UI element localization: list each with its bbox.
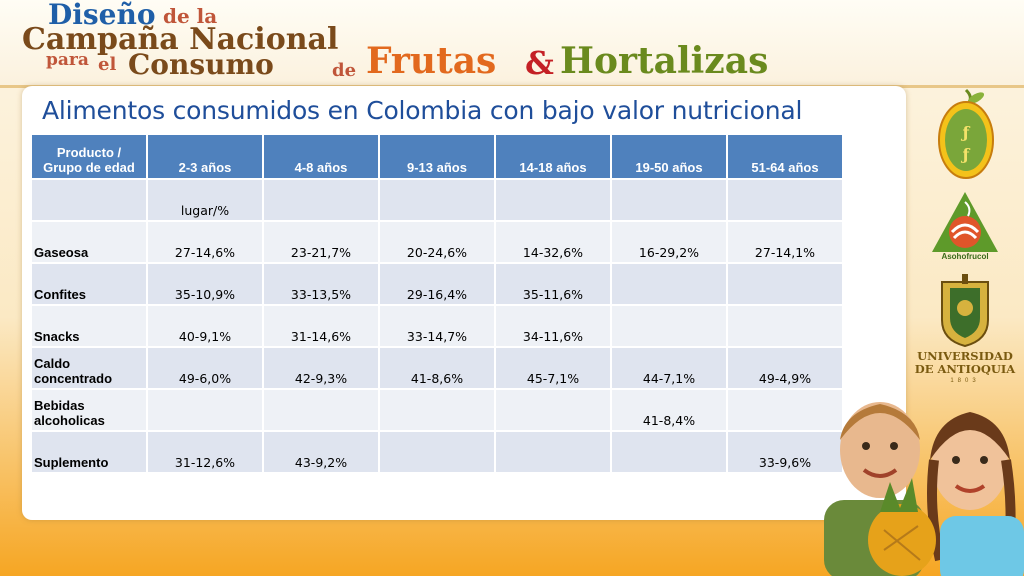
banner-el: el bbox=[98, 54, 117, 75]
table-cell: 31-14,6% bbox=[264, 306, 378, 346]
table-cell: 16-29,2% bbox=[612, 222, 726, 262]
table-cell: Gaseosa bbox=[32, 222, 146, 262]
table-cell: 41-8,4% bbox=[612, 390, 726, 430]
table-cell: Bebidas alcoholicas bbox=[32, 390, 146, 430]
table-cell bbox=[380, 390, 494, 430]
university-line-1: UNIVERSIDAD bbox=[917, 349, 1013, 363]
table-cell: 29-16,4% bbox=[380, 264, 494, 304]
table-cell: 35-10,9% bbox=[148, 264, 262, 304]
header-label: 2-3 años bbox=[178, 160, 232, 175]
university-year: 1803 bbox=[950, 378, 980, 384]
header-label: 19-50 años bbox=[635, 160, 703, 175]
table-row: Bebidas alcoholicas 41-8,4% bbox=[32, 390, 842, 430]
header-label: 14-18 años bbox=[519, 160, 587, 175]
svg-text:ƒ: ƒ bbox=[961, 123, 971, 142]
header-age: 9-13 años bbox=[380, 135, 494, 178]
table-cell bbox=[264, 390, 378, 430]
table-cell bbox=[612, 432, 726, 472]
university-line-2: DE ANTIOQUIA bbox=[914, 362, 1016, 376]
table-cell: Snacks bbox=[32, 306, 146, 346]
table-cell: 42-9,3% bbox=[264, 348, 378, 388]
table-cell bbox=[32, 180, 146, 220]
table-cell: 14-32,6% bbox=[496, 222, 610, 262]
university-name: UNIVERSIDAD DE ANTIOQUIA bbox=[912, 350, 1018, 376]
header-age: 19-50 años bbox=[612, 135, 726, 178]
table-cell bbox=[496, 390, 610, 430]
table-cell: 33-9,6% bbox=[728, 432, 842, 472]
university-crest-icon bbox=[941, 274, 989, 348]
table-cell: lugar/% bbox=[148, 180, 262, 220]
table-row: lugar/% bbox=[32, 180, 842, 220]
table-cell: 45-7,1% bbox=[496, 348, 610, 388]
table-cell: Suplemento bbox=[32, 432, 146, 472]
table-cell: 35-11,6% bbox=[496, 264, 610, 304]
table-cell bbox=[148, 390, 262, 430]
table-cell: Confites bbox=[32, 264, 146, 304]
banner-para: para bbox=[46, 50, 89, 70]
table-cell bbox=[728, 264, 842, 304]
banner-ampersand: & bbox=[525, 44, 554, 82]
header-age: 4-8 años bbox=[264, 135, 378, 178]
banner-de: de bbox=[332, 60, 357, 81]
asohofrucol-label: Asohofrucol bbox=[941, 252, 989, 261]
table-cell: 44-7,1% bbox=[612, 348, 726, 388]
banner-disenio: Diseño bbox=[48, 0, 156, 31]
table-cell bbox=[728, 180, 842, 220]
header-producto: Producto / Grupo de edad bbox=[32, 135, 146, 178]
header-label: Producto / Grupo de edad bbox=[43, 145, 135, 175]
slide-title: Alimentos consumidos en Colombia con baj… bbox=[42, 96, 803, 125]
table-cell bbox=[496, 180, 610, 220]
table-cell bbox=[380, 180, 494, 220]
table-cell: 33-13,5% bbox=[264, 264, 378, 304]
banner-background bbox=[0, 0, 1024, 88]
header-age: 2-3 años bbox=[148, 135, 262, 178]
table-cell: 33-14,7% bbox=[380, 306, 494, 346]
nutrition-table: Producto / Grupo de edad 2-3 años 4-8 añ… bbox=[30, 133, 844, 474]
table-cell bbox=[728, 306, 842, 346]
table-cell bbox=[612, 180, 726, 220]
banner-campania: Campaña Nacional bbox=[22, 22, 339, 57]
table-cell: 49-4,9% bbox=[728, 348, 842, 388]
fruit-seal-logo: ƒ ƒ bbox=[938, 88, 994, 179]
table-row: Suplemento 31-12,6% 43-9,2% 33-9,6% bbox=[32, 432, 842, 472]
table-row: Caldo concentrado 49-6,0% 42-9,3% 41-8,6… bbox=[32, 348, 842, 388]
header-age: 14-18 años bbox=[496, 135, 610, 178]
table-cell: 20-24,6% bbox=[380, 222, 494, 262]
header-label: 51-64 años bbox=[751, 160, 819, 175]
table-cell: Caldo concentrado bbox=[32, 348, 146, 388]
table-cell: 40-9,1% bbox=[148, 306, 262, 346]
banner-frutas: Frutas bbox=[366, 40, 497, 82]
header-age: 51-64 años bbox=[728, 135, 842, 178]
table-cell bbox=[380, 432, 494, 472]
children-with-pineapple-image bbox=[824, 402, 1024, 576]
banner-consumo: Consumo bbox=[128, 48, 274, 81]
table-row: Confites 35-10,9% 33-13,5% 29-16,4% 35-1… bbox=[32, 264, 842, 304]
table-cell: 27-14,1% bbox=[728, 222, 842, 262]
banner-hortalizas: Hortalizas bbox=[560, 40, 769, 82]
table-cell: 34-11,6% bbox=[496, 306, 610, 346]
svg-text:ƒ: ƒ bbox=[961, 145, 971, 164]
table-cell bbox=[264, 180, 378, 220]
table-cell: 41-8,6% bbox=[380, 348, 494, 388]
table-cell bbox=[728, 390, 842, 430]
table-cell: 27-14,6% bbox=[148, 222, 262, 262]
table-cell: 23-21,7% bbox=[264, 222, 378, 262]
header-label: 4-8 años bbox=[294, 160, 348, 175]
table-cell bbox=[612, 264, 726, 304]
table-cell bbox=[496, 432, 610, 472]
table-row: Snacks 40-9,1% 31-14,6% 33-14,7% 34-11,6… bbox=[32, 306, 842, 346]
table-cell: 49-6,0% bbox=[148, 348, 262, 388]
table-cell bbox=[612, 306, 726, 346]
table-cell: 43-9,2% bbox=[264, 432, 378, 472]
asohofrucol-logo bbox=[932, 192, 998, 252]
table-cell: 31-12,6% bbox=[148, 432, 262, 472]
header-label: 9-13 años bbox=[407, 160, 467, 175]
table-header-row: Producto / Grupo de edad 2-3 años 4-8 añ… bbox=[32, 135, 842, 178]
banner-dela: de la bbox=[163, 4, 218, 28]
table-row: Gaseosa 27-14,6% 23-21,7% 20-24,6% 14-32… bbox=[32, 222, 842, 262]
